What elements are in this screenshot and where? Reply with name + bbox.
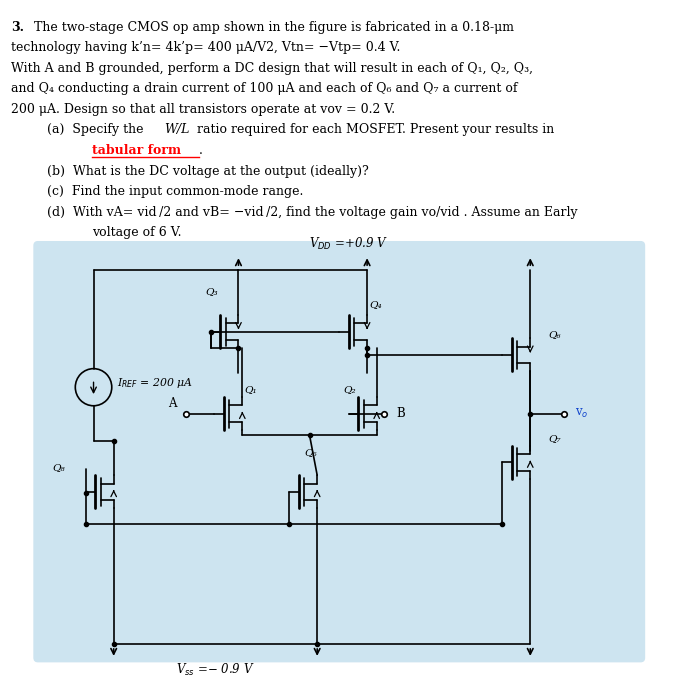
Text: Q₃: Q₃ <box>205 288 218 296</box>
Text: technology having k’n= 4k’p= 400 μA/V2, Vtn= −Vtp= 0.4 V.: technology having k’n= 4k’p= 400 μA/V2, … <box>11 41 400 54</box>
Text: Q₁: Q₁ <box>244 385 258 394</box>
Text: Q₅: Q₅ <box>304 447 317 456</box>
Text: (a)  Specify the: (a) Specify the <box>48 124 148 137</box>
Text: (b)  What is the DC voltage at the output (ideally)?: (b) What is the DC voltage at the output… <box>48 165 369 177</box>
Text: A: A <box>167 397 176 410</box>
Text: B: B <box>396 407 405 420</box>
Text: V$_{DD}$ =+0.9 V: V$_{DD}$ =+0.9 V <box>309 237 388 252</box>
Text: With A and B grounded, perform a DC design that will result in each of Q₁, Q₂, Q: With A and B grounded, perform a DC desi… <box>11 62 533 75</box>
Text: 3.: 3. <box>11 21 24 34</box>
Text: .: . <box>199 144 203 157</box>
Text: I$_{REF}$ = 200 μA: I$_{REF}$ = 200 μA <box>117 376 192 390</box>
Text: Q₇: Q₇ <box>548 434 561 443</box>
Text: Q₄: Q₄ <box>370 300 382 309</box>
Text: (c)  Find the input common-mode range.: (c) Find the input common-mode range. <box>48 185 304 198</box>
Text: Q₂: Q₂ <box>344 385 356 394</box>
Text: and Q₄ conducting a drain current of 100 μA and each of Q₆ and Q₇ a current of: and Q₄ conducting a drain current of 100… <box>11 82 517 95</box>
Text: V$_{ss}$ =− 0.9 V: V$_{ss}$ =− 0.9 V <box>176 662 255 678</box>
Text: W/L: W/L <box>164 124 190 137</box>
Text: tabular form: tabular form <box>92 144 181 157</box>
Text: Q₈: Q₈ <box>52 463 65 472</box>
Text: (d)  With vA= vid /2 and vB= −vid /2, find the voltage gain vo/vid . Assume an E: (d) With vA= vid /2 and vB= −vid /2, fin… <box>48 205 578 218</box>
Text: The two-stage CMOS op amp shown in the figure is fabricated in a 0.18-μm: The two-stage CMOS op amp shown in the f… <box>34 21 514 34</box>
Text: Q₆: Q₆ <box>548 330 561 339</box>
Text: v$_o$: v$_o$ <box>575 407 589 420</box>
Text: ratio required for each MOSFET. Present your results in: ratio required for each MOSFET. Present … <box>193 124 554 137</box>
FancyBboxPatch shape <box>34 241 645 662</box>
Text: voltage of 6 V.: voltage of 6 V. <box>92 226 181 239</box>
Text: 200 μA. Design so that all transistors operate at vov = 0.2 V.: 200 μA. Design so that all transistors o… <box>11 103 395 116</box>
